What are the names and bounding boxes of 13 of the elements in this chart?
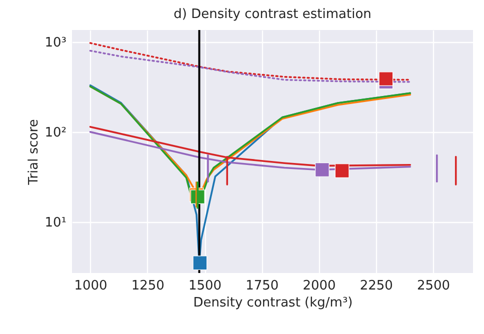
x-tick-label: 2000 <box>302 278 336 294</box>
x-tick-label: 2500 <box>416 278 450 294</box>
x-tick-label: 2250 <box>360 278 393 294</box>
y-tick-label: 10² <box>44 125 66 140</box>
x-axis-title: Density contrast (kg/m³) <box>193 296 353 310</box>
y-tick-label: 10³ <box>44 36 66 51</box>
chart-title: d) Density contrast estimation <box>174 7 372 22</box>
x-tick-label: 1000 <box>74 278 108 294</box>
y-tick-label: 10¹ <box>44 215 66 230</box>
x-tick-label: 1250 <box>131 278 164 294</box>
y-axis-title: Trial score <box>26 119 42 186</box>
x-tick-label: 1750 <box>246 278 279 294</box>
x-tick-label: 1500 <box>188 278 222 294</box>
